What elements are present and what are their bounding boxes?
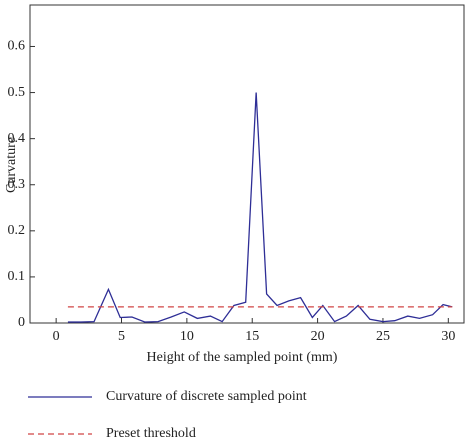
x-tick-label: 20 — [311, 329, 325, 344]
legend-label: Preset threshold — [106, 426, 196, 441]
data-line — [67, 92, 453, 323]
y-axis-label: Curvature — [4, 137, 19, 193]
y-tick-label: 0.1 — [8, 269, 26, 284]
x-tick-label: 10 — [180, 329, 194, 344]
y-tick-label: 0.3 — [8, 177, 26, 192]
legend-label: Curvature of discrete sampled point — [106, 389, 307, 404]
y-tick-label: 0.2 — [8, 223, 26, 238]
x-tick-label: 30 — [441, 329, 455, 344]
plot-frame — [29, 4, 465, 324]
y-tick-label: 0.4 — [8, 131, 26, 146]
x-axis-label: Height of the sampled point (mm) — [147, 350, 338, 365]
y-tick-label: 0.5 — [8, 85, 26, 100]
x-tick-label: 15 — [245, 329, 259, 344]
x-tick-label: 25 — [376, 329, 390, 344]
x-tick-label: 0 — [53, 329, 60, 344]
x-tick-label: 5 — [118, 329, 125, 344]
y-tick-label: 0.6 — [8, 39, 26, 54]
y-tick-label: 0 — [18, 315, 25, 330]
